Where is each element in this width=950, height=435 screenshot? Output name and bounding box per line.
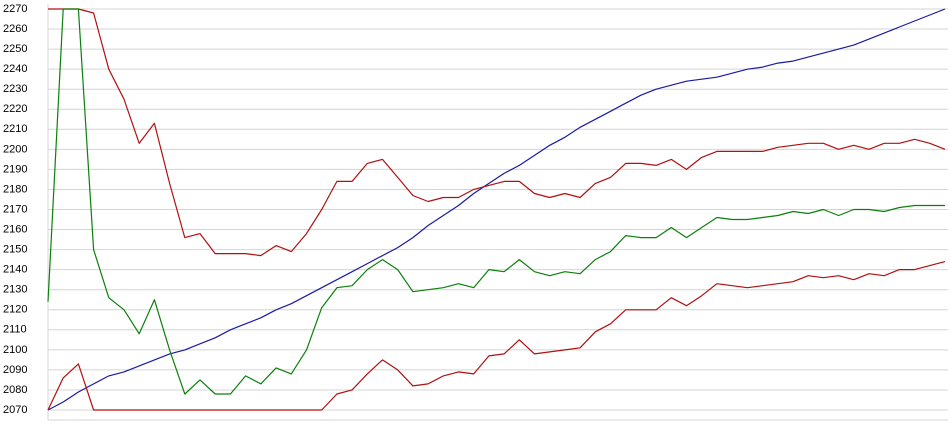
line-series [47,8,946,411]
line-series [48,8,946,257]
y-tick-label: 2090 [3,364,27,376]
y-tick-label: 2260 [3,23,27,35]
y-tick-label: 2250 [3,43,27,55]
y-tick-label: 2080 [3,384,27,396]
y-tick-label: 2120 [3,304,27,316]
y-tick-label: 2160 [3,223,27,235]
y-tick-label: 2180 [3,183,27,195]
y-tick-label: 2130 [3,284,27,296]
y-tick-label: 2200 [3,143,27,155]
y-tick-label: 2110 [3,324,27,336]
y-tick-label: 2150 [3,244,27,256]
y-tick-label: 2240 [3,63,27,75]
y-tick-label: 2170 [3,203,27,215]
y-tick-label: 2270 [3,3,27,15]
y-tick-label: 2100 [3,344,27,356]
line-series [47,8,945,395]
y-tick-label: 2230 [3,83,27,95]
line-series [47,261,946,411]
y-tick-label: 2140 [3,264,27,276]
y-tick-label: 2070 [3,404,27,416]
y-tick-label: 2190 [3,163,27,175]
y-tick-label: 2220 [3,103,27,115]
y-tick-label: 2210 [3,123,27,135]
